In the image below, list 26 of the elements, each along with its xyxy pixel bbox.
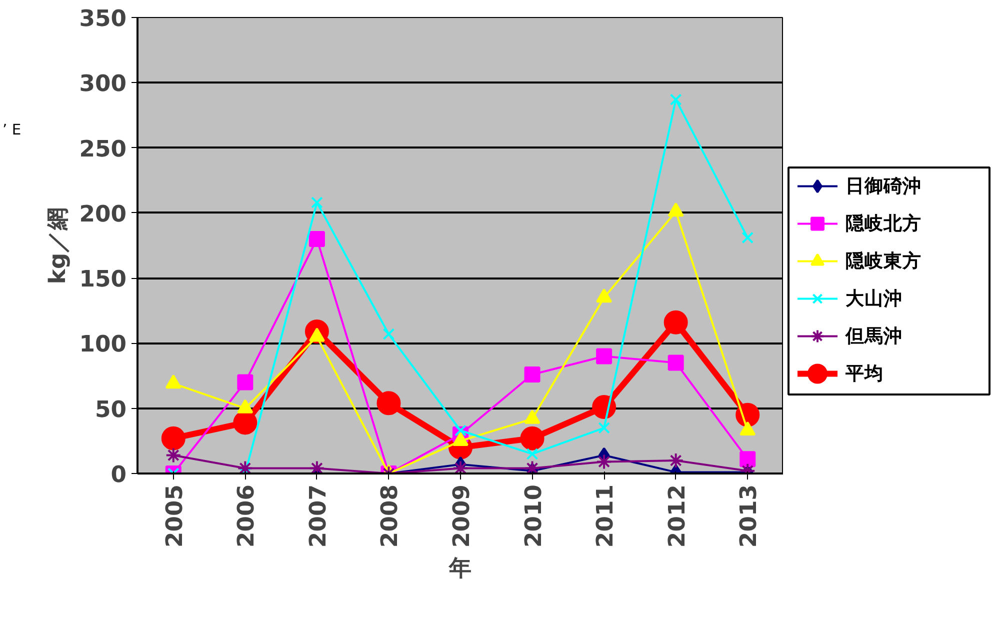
y-tick-label: 300 bbox=[79, 71, 127, 98]
y-tick-label: 250 bbox=[79, 136, 127, 162]
y-axis-title: kg／網 bbox=[45, 206, 72, 284]
legend-label: 隠岐東方 bbox=[846, 250, 922, 272]
legend-label: 日御碕沖 bbox=[846, 174, 922, 197]
y-tick-label: 200 bbox=[79, 201, 127, 228]
legend-label: 隠岐北方 bbox=[846, 212, 922, 234]
x-tick-label: 2006 bbox=[234, 484, 260, 548]
y-tick-label: 50 bbox=[94, 396, 127, 423]
x-tick-label: 2009 bbox=[449, 484, 475, 548]
y-tick-label: 0 bbox=[110, 462, 126, 488]
y-tick-label: 100 bbox=[79, 332, 127, 358]
x-tick-label: 2011 bbox=[592, 484, 619, 548]
x-axis-title: 年 bbox=[448, 556, 472, 582]
x-tick-label: 2012 bbox=[664, 484, 690, 548]
x-tick-label: 2007 bbox=[305, 484, 332, 548]
x-tick-label: 2013 bbox=[736, 484, 762, 548]
text: ’ E bbox=[2, 122, 22, 138]
legend-label: 大山沖 bbox=[846, 287, 902, 310]
legend-label: 但馬沖 bbox=[844, 324, 902, 347]
x-tick-label: 2005 bbox=[162, 484, 188, 548]
legend-label: 平均 bbox=[844, 363, 884, 384]
x-tick-label: 2010 bbox=[520, 484, 547, 548]
x-tick-label: 2008 bbox=[377, 484, 404, 548]
y-tick-label: 150 bbox=[79, 266, 127, 293]
y-tick-label: 350 bbox=[79, 6, 127, 32]
